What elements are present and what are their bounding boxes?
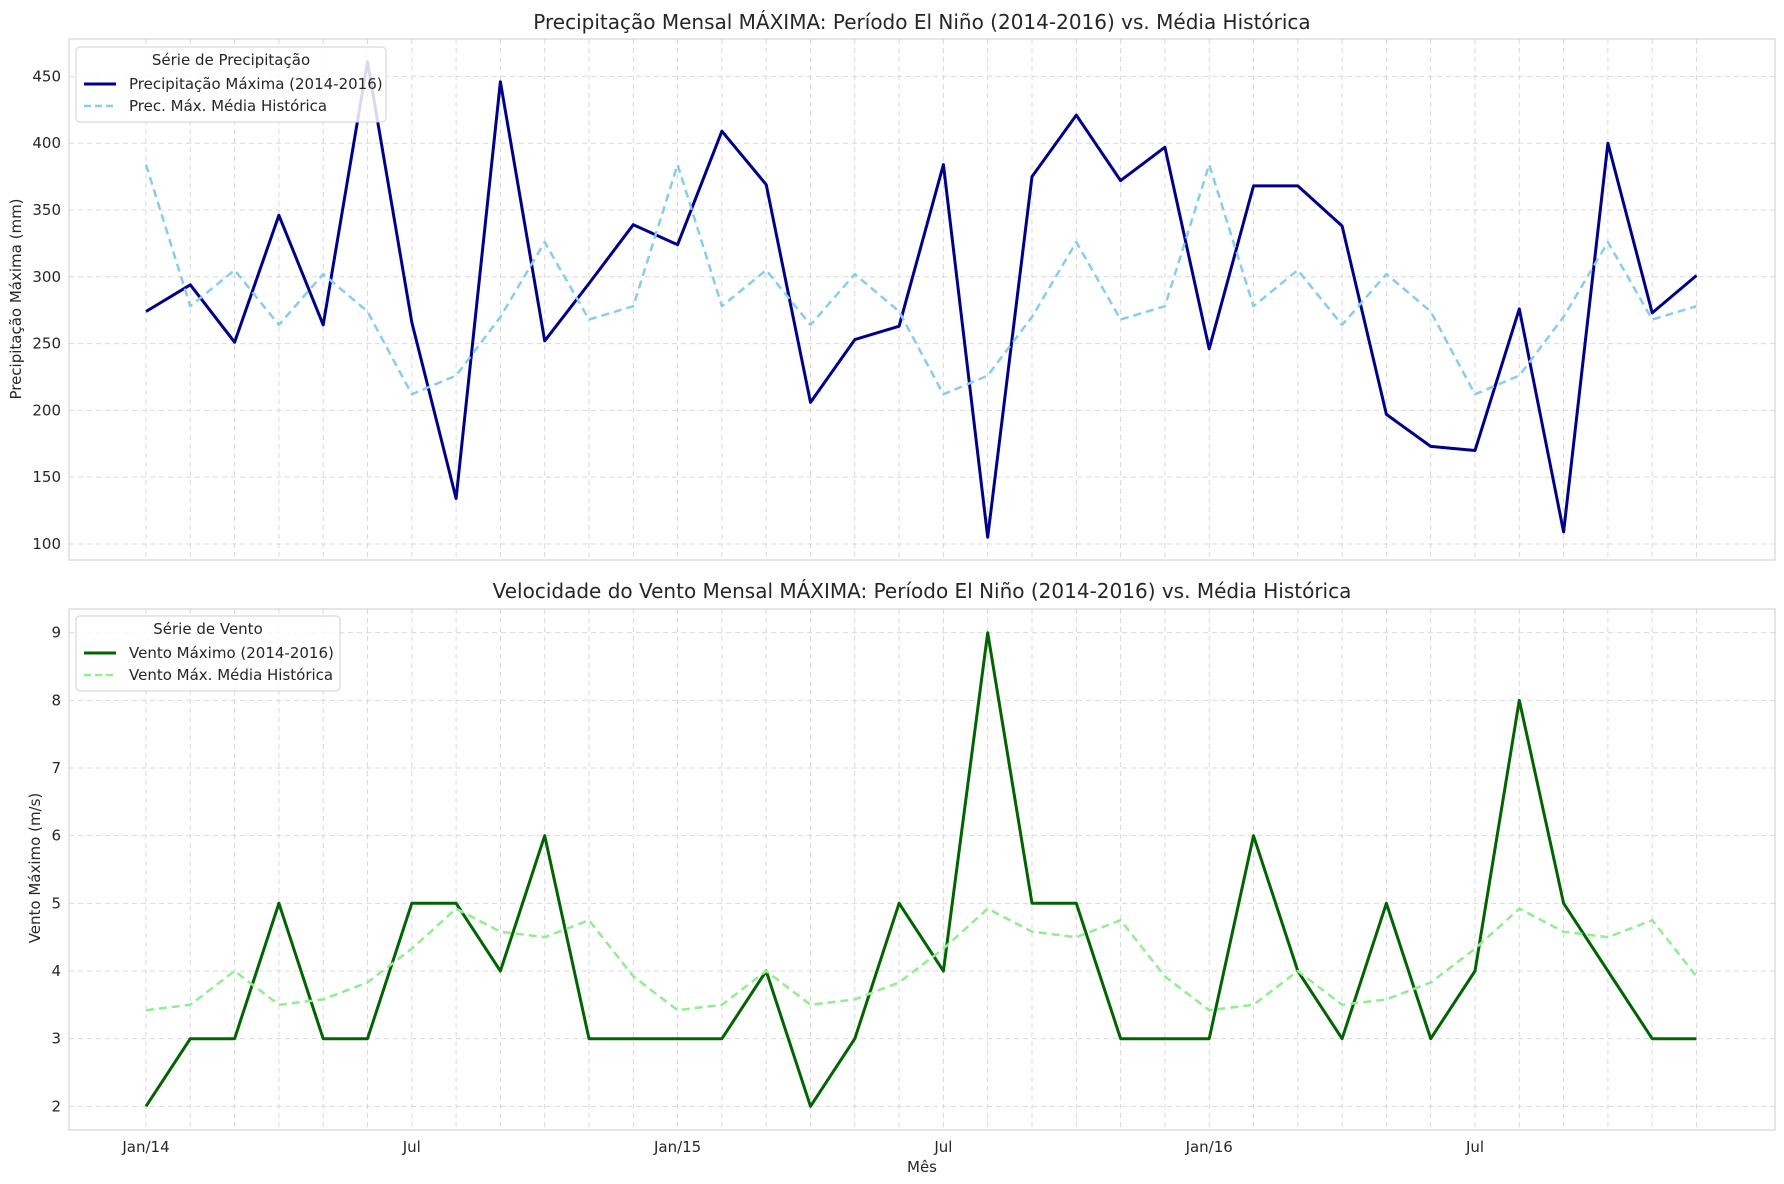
precipitation-series-line-observed (145, 60, 1698, 539)
precipitation-series (144, 60, 1698, 539)
wind-y-tick-label: 5 (51, 894, 61, 912)
wind-y-tick-label: 4 (51, 962, 61, 980)
precipitation-panel: Precipitação Mensal MÁXIMA: Período El N… (7, 10, 1776, 561)
wind-y-tick-label: 8 (51, 691, 61, 709)
wind-gridlines (69, 609, 1775, 1130)
precipitation-y-tick-label: 100 (32, 535, 61, 553)
wind-series-line-historical (145, 907, 1698, 1012)
x-tick-label: Jul (402, 1138, 421, 1156)
x-tick-label: Jan/15 (653, 1138, 701, 1156)
wind-legend-entry-observed: Vento Máximo (2014-2016) (129, 644, 334, 662)
precipitation-legend-entry-historical: Prec. Máx. Média Histórica (129, 97, 327, 115)
wind-y-tick-label: 6 (51, 827, 61, 845)
wind-chart-title: Velocidade do Vento Mensal MÁXIMA: Perío… (493, 579, 1352, 603)
x-tick-label: Jul (1465, 1138, 1484, 1156)
precipitation-legend-box (75, 46, 387, 123)
x-tick-label: Jul (933, 1138, 952, 1156)
precipitation-plot-frame (68, 38, 1776, 561)
wind-legend-title: Série de Vento (153, 620, 263, 638)
precipitation-y-axis-label: Precipitação Máxima (mm) (7, 198, 25, 399)
precipitation-series-line-historical (144, 163, 1697, 396)
precipitation-chart-title: Precipitação Mensal MÁXIMA: Período El N… (533, 10, 1310, 34)
wind-panel: Velocidade do Vento Mensal MÁXIMA: Perío… (26, 579, 1776, 1131)
precipitation-y-tick-label: 450 (32, 67, 61, 85)
wind-y-tick-label: 9 (51, 624, 61, 642)
x-tick-label: Jan/14 (121, 1138, 169, 1156)
precipitation-y-tick-label: 250 (32, 335, 61, 353)
wind-y-ticks: 2 3 4 5 6 7 8 9 (51, 624, 61, 1116)
precipitation-legend-title: Série de Precipitação (152, 51, 310, 69)
wind-y-tick-label: 2 (51, 1097, 61, 1115)
x-tick-labels: Jan/14 Jul Jan/15 Jul Jan/16 Jul (121, 1138, 1484, 1156)
wind-legend-entry-historical: Vento Máx. Média Histórica (129, 666, 333, 684)
precipitation-legend-entry-observed: Precipitação Máxima (2014-2016) (129, 75, 383, 93)
wind-legend-box (75, 615, 341, 692)
wind-y-tick-label: 3 (51, 1030, 61, 1048)
precipitation-y-tick-label: 150 (32, 468, 61, 486)
wind-series-line-observed (144, 631, 1697, 1108)
wind-legend: Série de Vento Vento Máximo (2014-2016) … (75, 615, 341, 692)
precipitation-legend: Série de Precipitação Precipitação Máxim… (75, 46, 387, 123)
wind-y-axis-label: Vento Máximo (m/s) (26, 793, 44, 944)
precipitation-y-tick-label: 350 (32, 201, 61, 219)
x-axis-label: Mês (907, 1158, 937, 1176)
x-tick-label: Jan/16 (1185, 1138, 1233, 1156)
precipitation-y-tick-label: 400 (32, 134, 61, 152)
precipitation-y-tick-label: 200 (32, 401, 61, 419)
wind-series (144, 631, 1698, 1108)
precipitation-y-ticks: 100 150 200 250 300 350 400 450 (32, 67, 61, 553)
wind-y-tick-label: 7 (51, 759, 61, 777)
precipitation-gridlines (69, 39, 1775, 560)
wind-plot-frame (68, 608, 1776, 1131)
precipitation-y-tick-label: 300 (32, 268, 61, 286)
